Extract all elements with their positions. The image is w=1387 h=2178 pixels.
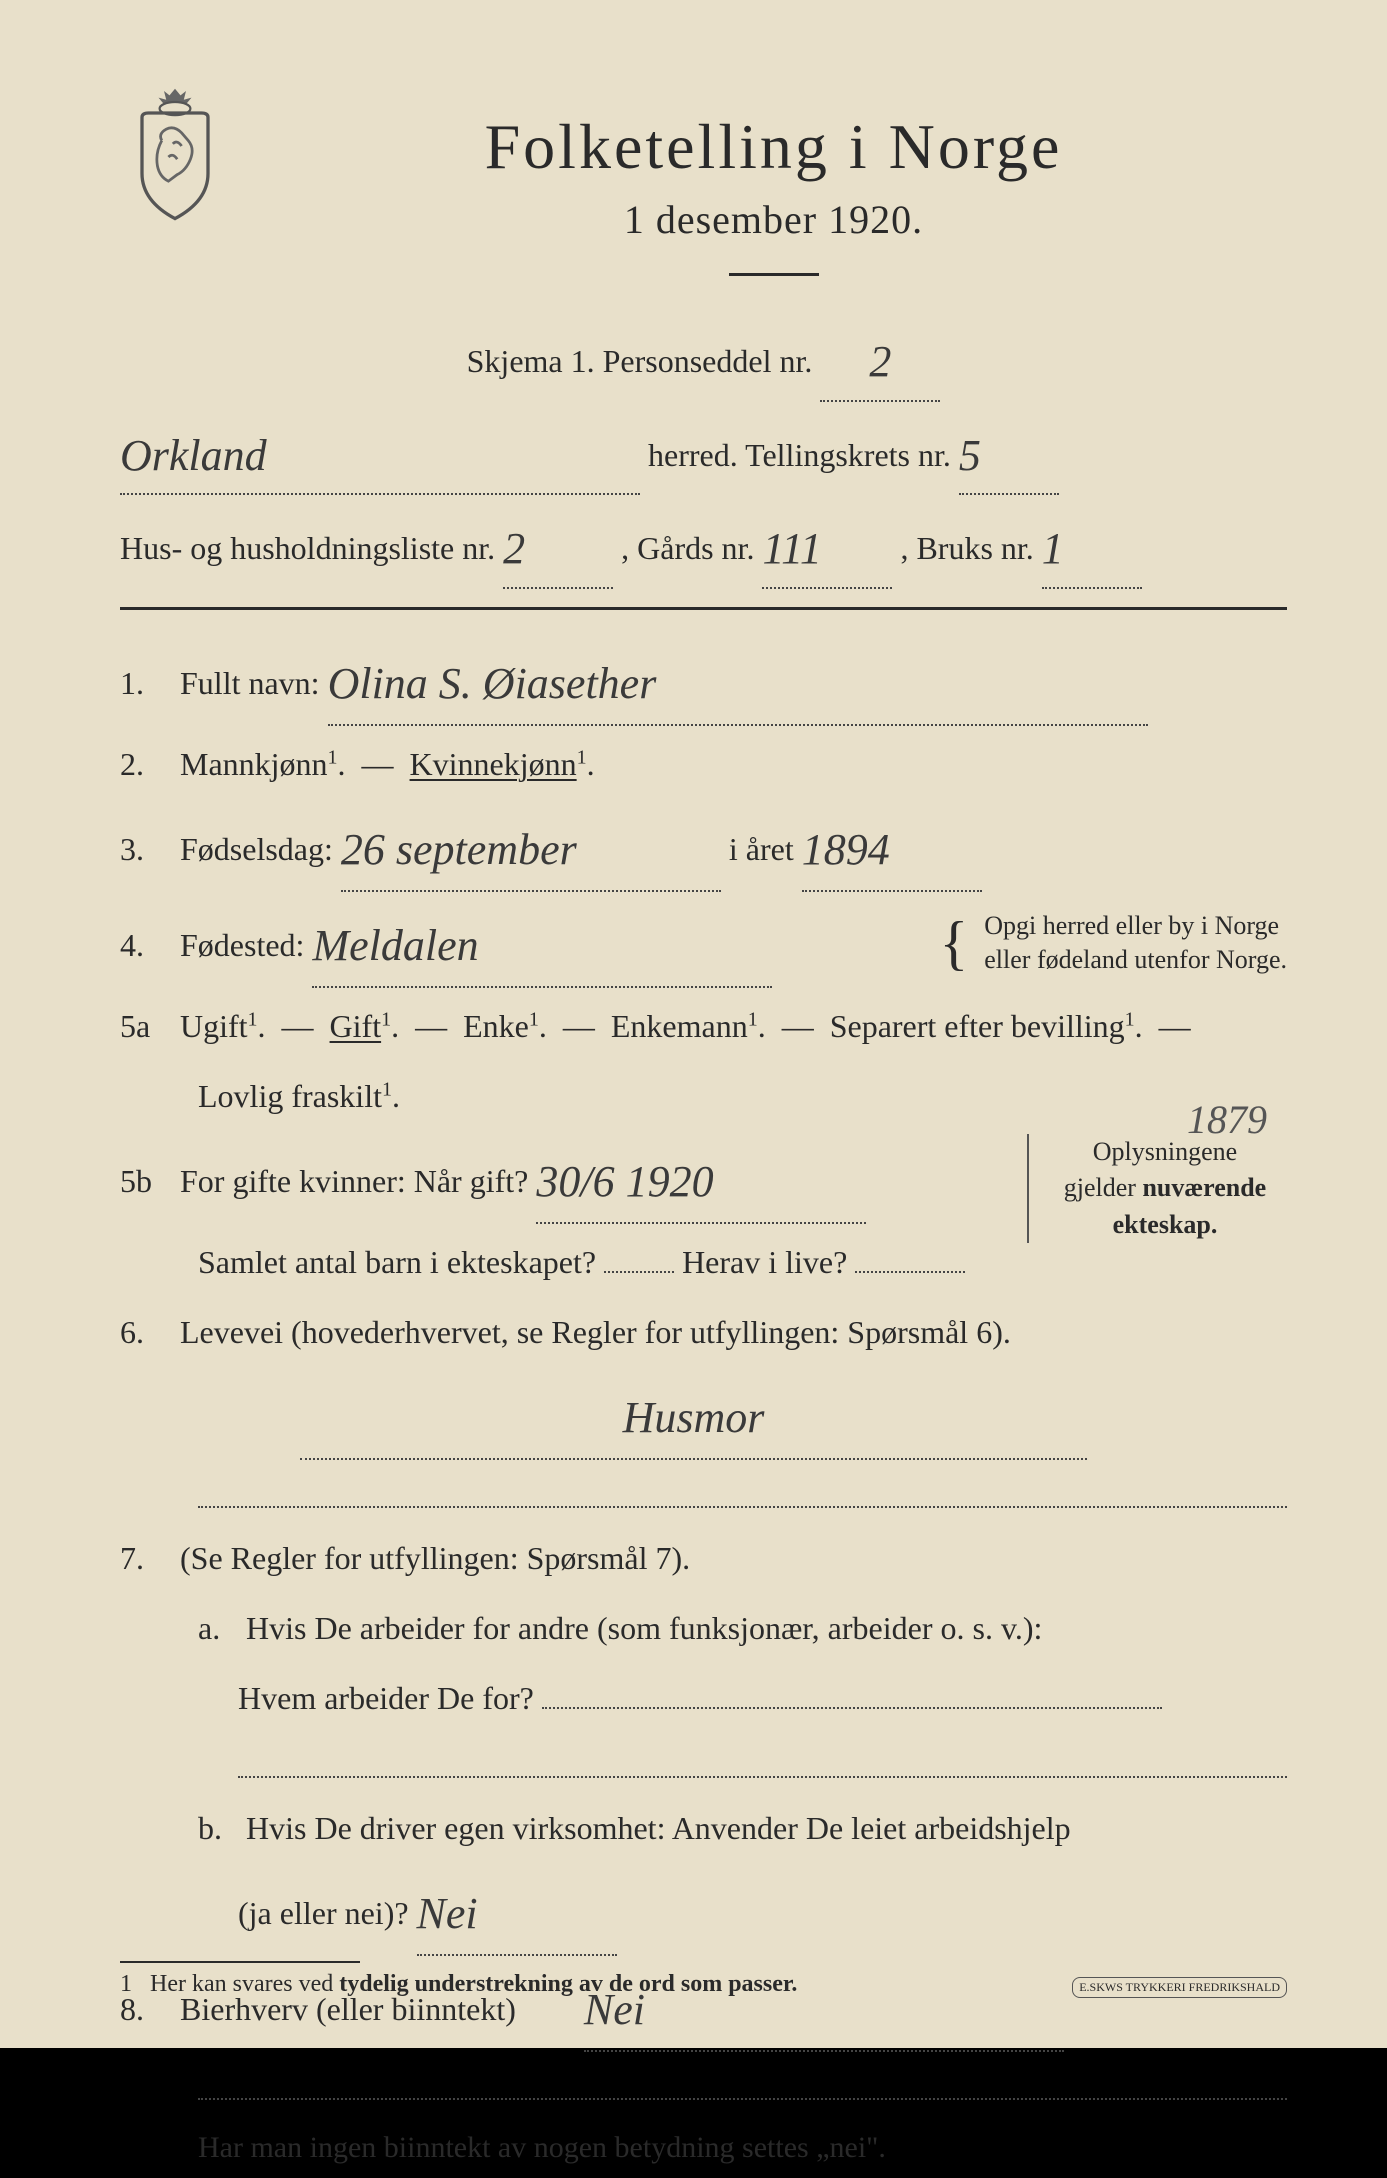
title-block: Folketelling i Norge 1 desember 1920.: [260, 110, 1287, 306]
q6-label: Levevei (hovederhvervet, se Regler for u…: [180, 1314, 1011, 1350]
q7-label: (Se Regler for utfyllingen: Spørsmål 7).: [180, 1540, 690, 1576]
q6-row: 6. Levevei (hovederhvervet, se Regler fo…: [120, 1300, 1287, 1364]
q7b-value: Nei: [417, 1889, 478, 1938]
q3-day: 26 september: [341, 825, 577, 874]
q7b-row: b. Hvis De driver egen virksomhet: Anven…: [198, 1796, 1287, 1860]
gards-label: , Gårds nr.: [621, 530, 754, 566]
bruks-nr: 1: [1042, 524, 1064, 573]
q7a-label2: Hvem arbeider De for?: [238, 1680, 534, 1716]
q6-blank-line: [198, 1478, 1287, 1508]
q4-label: Fødested:: [180, 927, 304, 963]
q4-value: Meldalen: [312, 921, 478, 970]
husliste-nr: 2: [503, 524, 525, 573]
q6-value-row: Husmor: [300, 1370, 1087, 1460]
footer: 1 Her kan svares ved tydelig understrekn…: [120, 1961, 1287, 1998]
schema-line: Skjema 1. Personseddel nr. 2: [120, 316, 1287, 402]
herred-label: herred. Tellingskrets nr.: [648, 437, 951, 473]
q2-num: 2.: [120, 732, 172, 796]
q5b-row: 5b For gifte kvinner: Når gift? 30/6 192…: [120, 1134, 1287, 1300]
q7-row: 7. (Se Regler for utfyllingen: Spørsmål …: [120, 1526, 1287, 1590]
q5b-sidenote: 1879 Oplysningene gjelder nuværende ekte…: [1027, 1134, 1287, 1243]
q7b-label2: (ja eller nei)?: [238, 1895, 409, 1931]
herred-line: Orkland herred. Tellingskrets nr. 5: [120, 410, 1287, 496]
q7b-row2: (ja eller nei)? Nei: [238, 1866, 1287, 1956]
q4-num: 4.: [120, 913, 172, 977]
hint-line: Har man ingen biinntekt av nogen betydni…: [198, 2118, 1287, 2178]
q5b-label2: Samlet antal barn i ekteskapet?: [198, 1244, 596, 1280]
q7a-blank: [238, 1748, 1287, 1778]
q7b-num: b.: [198, 1796, 238, 1860]
schema-label: Skjema 1. Personseddel nr.: [467, 343, 813, 379]
q5a-enkemann: Enkemann: [611, 1008, 748, 1044]
page-title: Folketelling i Norge: [260, 110, 1287, 184]
q8-blank: [198, 2070, 1287, 2100]
brace-icon: {: [939, 925, 968, 961]
page-subtitle: 1 desember 1920.: [260, 196, 1287, 243]
hint-text: Har man ingen biinntekt av nogen betydni…: [198, 2131, 886, 2164]
q5a-enke: Enke: [463, 1008, 529, 1044]
q1-label: Fullt navn:: [180, 665, 320, 701]
bruks-label: , Bruks nr.: [900, 530, 1033, 566]
q5b-label3: Herav i live?: [682, 1244, 847, 1280]
husliste-label: Hus- og husholdningsliste nr.: [120, 530, 495, 566]
q7a-label1: Hvis De arbeider for andre (som funksjon…: [246, 1610, 1042, 1646]
q7-num: 7.: [120, 1526, 172, 1590]
q3-yearlabel: i året: [729, 831, 794, 867]
coat-of-arms-icon: [120, 80, 230, 220]
personseddel-nr: 2: [869, 337, 891, 386]
q7a-row: a. Hvis De arbeider for andre (som funks…: [198, 1596, 1287, 1660]
q3-num: 3.: [120, 817, 172, 881]
q3-row: 3. Fødselsdag: 26 september i året 1894: [120, 802, 1287, 892]
q5a-separert: Separert efter bevilling: [830, 1008, 1125, 1044]
q1-value: Olina S. Øiasether: [328, 659, 657, 708]
q5a-num: 5a: [120, 994, 172, 1058]
census-form-page: Folketelling i Norge 1 desember 1920. Sk…: [0, 0, 1387, 2048]
gards-nr: 111: [762, 524, 821, 573]
footnote-rule: [120, 1961, 360, 1963]
q5a-row: 5a Ugift1. — Gift1. — Enke1. — Enkemann1…: [120, 994, 1287, 1058]
q5a-gift: Gift: [330, 1008, 382, 1044]
q5b-label1: For gifte kvinner: Når gift?: [180, 1163, 528, 1199]
q5a-ugift: Ugift: [180, 1008, 248, 1044]
q3-year: 1894: [802, 825, 890, 874]
herred-value: Orkland: [120, 431, 267, 480]
q7a-row2: Hvem arbeider De for?: [238, 1666, 1287, 1730]
printer-mark: E.SKWS TRYKKERI FREDRIKSHALD: [1072, 1977, 1287, 1998]
q7b-label1: Hvis De driver egen virksomhet: Anvender…: [246, 1810, 1071, 1846]
tellingskrets-nr: 5: [959, 431, 981, 480]
q7a-num: a.: [198, 1596, 238, 1660]
q1-num: 1.: [120, 651, 172, 715]
q5a-fraskilt: Lovlig fraskilt: [198, 1078, 382, 1114]
q4-row: 4. Fødested: Meldalen { Opgi herred elle…: [120, 898, 1287, 988]
hus-line: Hus- og husholdningsliste nr. 2 , Gårds …: [120, 503, 1287, 589]
q5a-row2: Lovlig fraskilt1.: [198, 1064, 1287, 1128]
q6-value: Husmor: [623, 1393, 765, 1442]
q2-mann: Mannkjønn: [180, 746, 328, 782]
header: Folketelling i Norge 1 desember 1920.: [120, 90, 1287, 306]
q3-label: Fødselsdag:: [180, 831, 333, 867]
q6-num: 6.: [120, 1300, 172, 1364]
q2-kvinne: Kvinnekjønn: [410, 746, 577, 782]
q1-row: 1. Fullt navn: Olina S. Øiasether: [120, 636, 1287, 726]
q4-note: Opgi herred eller by i Norge eller fødel…: [984, 909, 1287, 977]
q5b-annotation: 1879: [1187, 1092, 1267, 1148]
q5b-gift-date: 30/6 1920: [536, 1157, 713, 1206]
q2-row: 2. Mannkjønn1. — Kvinnekjønn1.: [120, 732, 1287, 796]
title-divider: [729, 273, 819, 276]
q5b-num: 5b: [120, 1149, 172, 1213]
section-divider: [120, 607, 1287, 610]
